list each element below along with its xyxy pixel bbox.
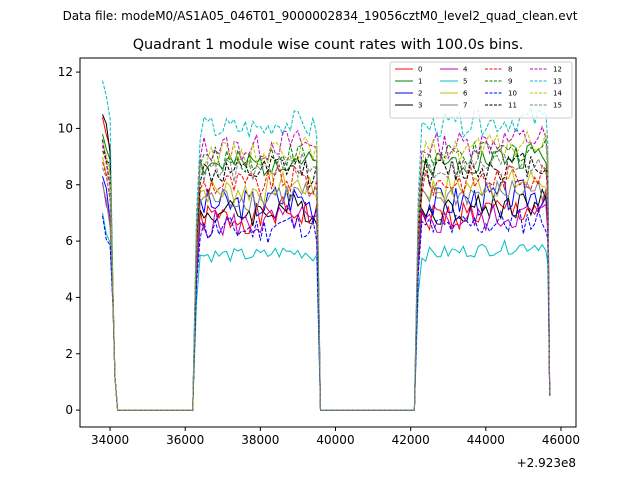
y-tick-label: 12 (58, 65, 73, 79)
x-tick-label: 42000 (392, 433, 430, 447)
series-line-11 (102, 139, 551, 411)
axes-frame (79, 57, 577, 428)
series-line-3 (102, 114, 551, 411)
legend-label-8: 8 (508, 66, 512, 74)
legend-label-14: 14 (553, 90, 562, 98)
series-line-14 (102, 130, 551, 411)
series-line-7 (102, 179, 551, 411)
series-line-1 (102, 133, 551, 411)
legend-label-6: 6 (463, 90, 468, 98)
series-line-10 (102, 207, 551, 411)
y-tick-label: 0 (65, 403, 73, 417)
legend-label-4: 4 (463, 66, 468, 74)
chart-title: Quadrant 1 module wise count rates with … (133, 37, 524, 53)
series-line-9 (102, 137, 551, 411)
plot-lines (102, 80, 551, 411)
legend-label-0: 0 (418, 66, 422, 74)
series-line-0 (102, 117, 551, 411)
x-tick-label: 44000 (467, 433, 505, 447)
legend-label-3: 3 (418, 102, 422, 110)
legend-label-9: 9 (508, 78, 512, 86)
y-tick-label: 10 (58, 121, 73, 135)
series-line-15 (102, 151, 551, 411)
legend-label-15: 15 (553, 102, 562, 110)
legend-label-2: 2 (418, 90, 422, 98)
y-tick-label: 2 (65, 347, 73, 361)
legend-label-5: 5 (463, 78, 467, 86)
data-file-suptitle: Data file: modeM0/AS1A05_046T01_90000028… (63, 9, 578, 23)
legend-label-11: 11 (508, 102, 517, 110)
legend-label-1: 1 (418, 78, 422, 86)
y-tick-label: 6 (65, 234, 73, 248)
series-line-5 (102, 212, 551, 411)
x-axis-offset-label: +2.923e8 (517, 456, 576, 470)
x-tick-label: 34000 (91, 433, 129, 447)
x-tick-label: 38000 (241, 433, 279, 447)
y-tick-label: 4 (65, 290, 73, 304)
series-line-8 (102, 162, 551, 411)
y-axis: 0 2 4 6 8 10 12 (58, 65, 80, 417)
legend-label-13: 13 (553, 78, 562, 86)
x-tick-label: 46000 (542, 433, 580, 447)
legend-label-10: 10 (508, 90, 517, 98)
legend-label-12: 12 (553, 66, 562, 74)
x-axis: 34000 36000 38000 40000 42000 44000 46000 (91, 427, 580, 447)
series-line-13 (102, 80, 551, 411)
x-tick-label: 36000 (166, 433, 204, 447)
legend-label-7: 7 (463, 102, 467, 110)
x-tick-label: 40000 (316, 433, 354, 447)
y-tick-label: 8 (65, 178, 73, 192)
series-line-4 (102, 181, 551, 411)
legend-frame (389, 61, 573, 119)
